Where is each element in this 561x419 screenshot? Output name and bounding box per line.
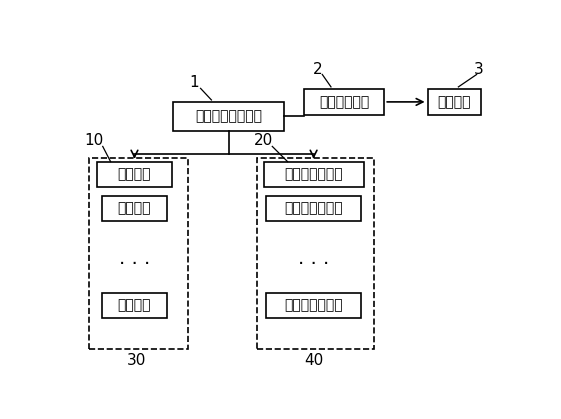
Bar (257, 158, 375, 349)
Bar (266, 196, 361, 221)
Text: 40: 40 (304, 353, 323, 368)
Bar (304, 88, 384, 115)
Text: 3: 3 (474, 62, 484, 77)
Text: 1: 1 (189, 75, 199, 90)
Bar (102, 292, 167, 318)
Text: 20: 20 (254, 133, 273, 148)
Bar (427, 88, 481, 115)
Text: 温度在线监测装置: 温度在线监测装置 (195, 109, 263, 124)
Text: 供能装置: 供能装置 (118, 298, 151, 312)
Text: 10: 10 (84, 133, 104, 148)
Text: . . .: . . . (119, 249, 150, 268)
Bar (102, 196, 167, 221)
Text: 无线传感器网络: 无线传感器网络 (284, 167, 343, 181)
Bar (97, 162, 172, 187)
Bar (264, 162, 364, 187)
Text: 监控中心: 监控中心 (437, 95, 471, 109)
Text: 2: 2 (313, 62, 323, 77)
Text: 无线通信模块: 无线通信模块 (319, 95, 369, 109)
Text: . . .: . . . (298, 249, 329, 268)
Bar (173, 101, 284, 131)
Text: 无线温度传感器: 无线温度传感器 (284, 298, 343, 312)
Text: 供能装置: 供能装置 (118, 202, 151, 215)
Text: 供能网络: 供能网络 (118, 167, 151, 181)
Text: 无线温度传感器: 无线温度传感器 (284, 202, 343, 215)
Bar (89, 158, 187, 349)
Bar (266, 292, 361, 318)
Text: 30: 30 (127, 353, 146, 368)
